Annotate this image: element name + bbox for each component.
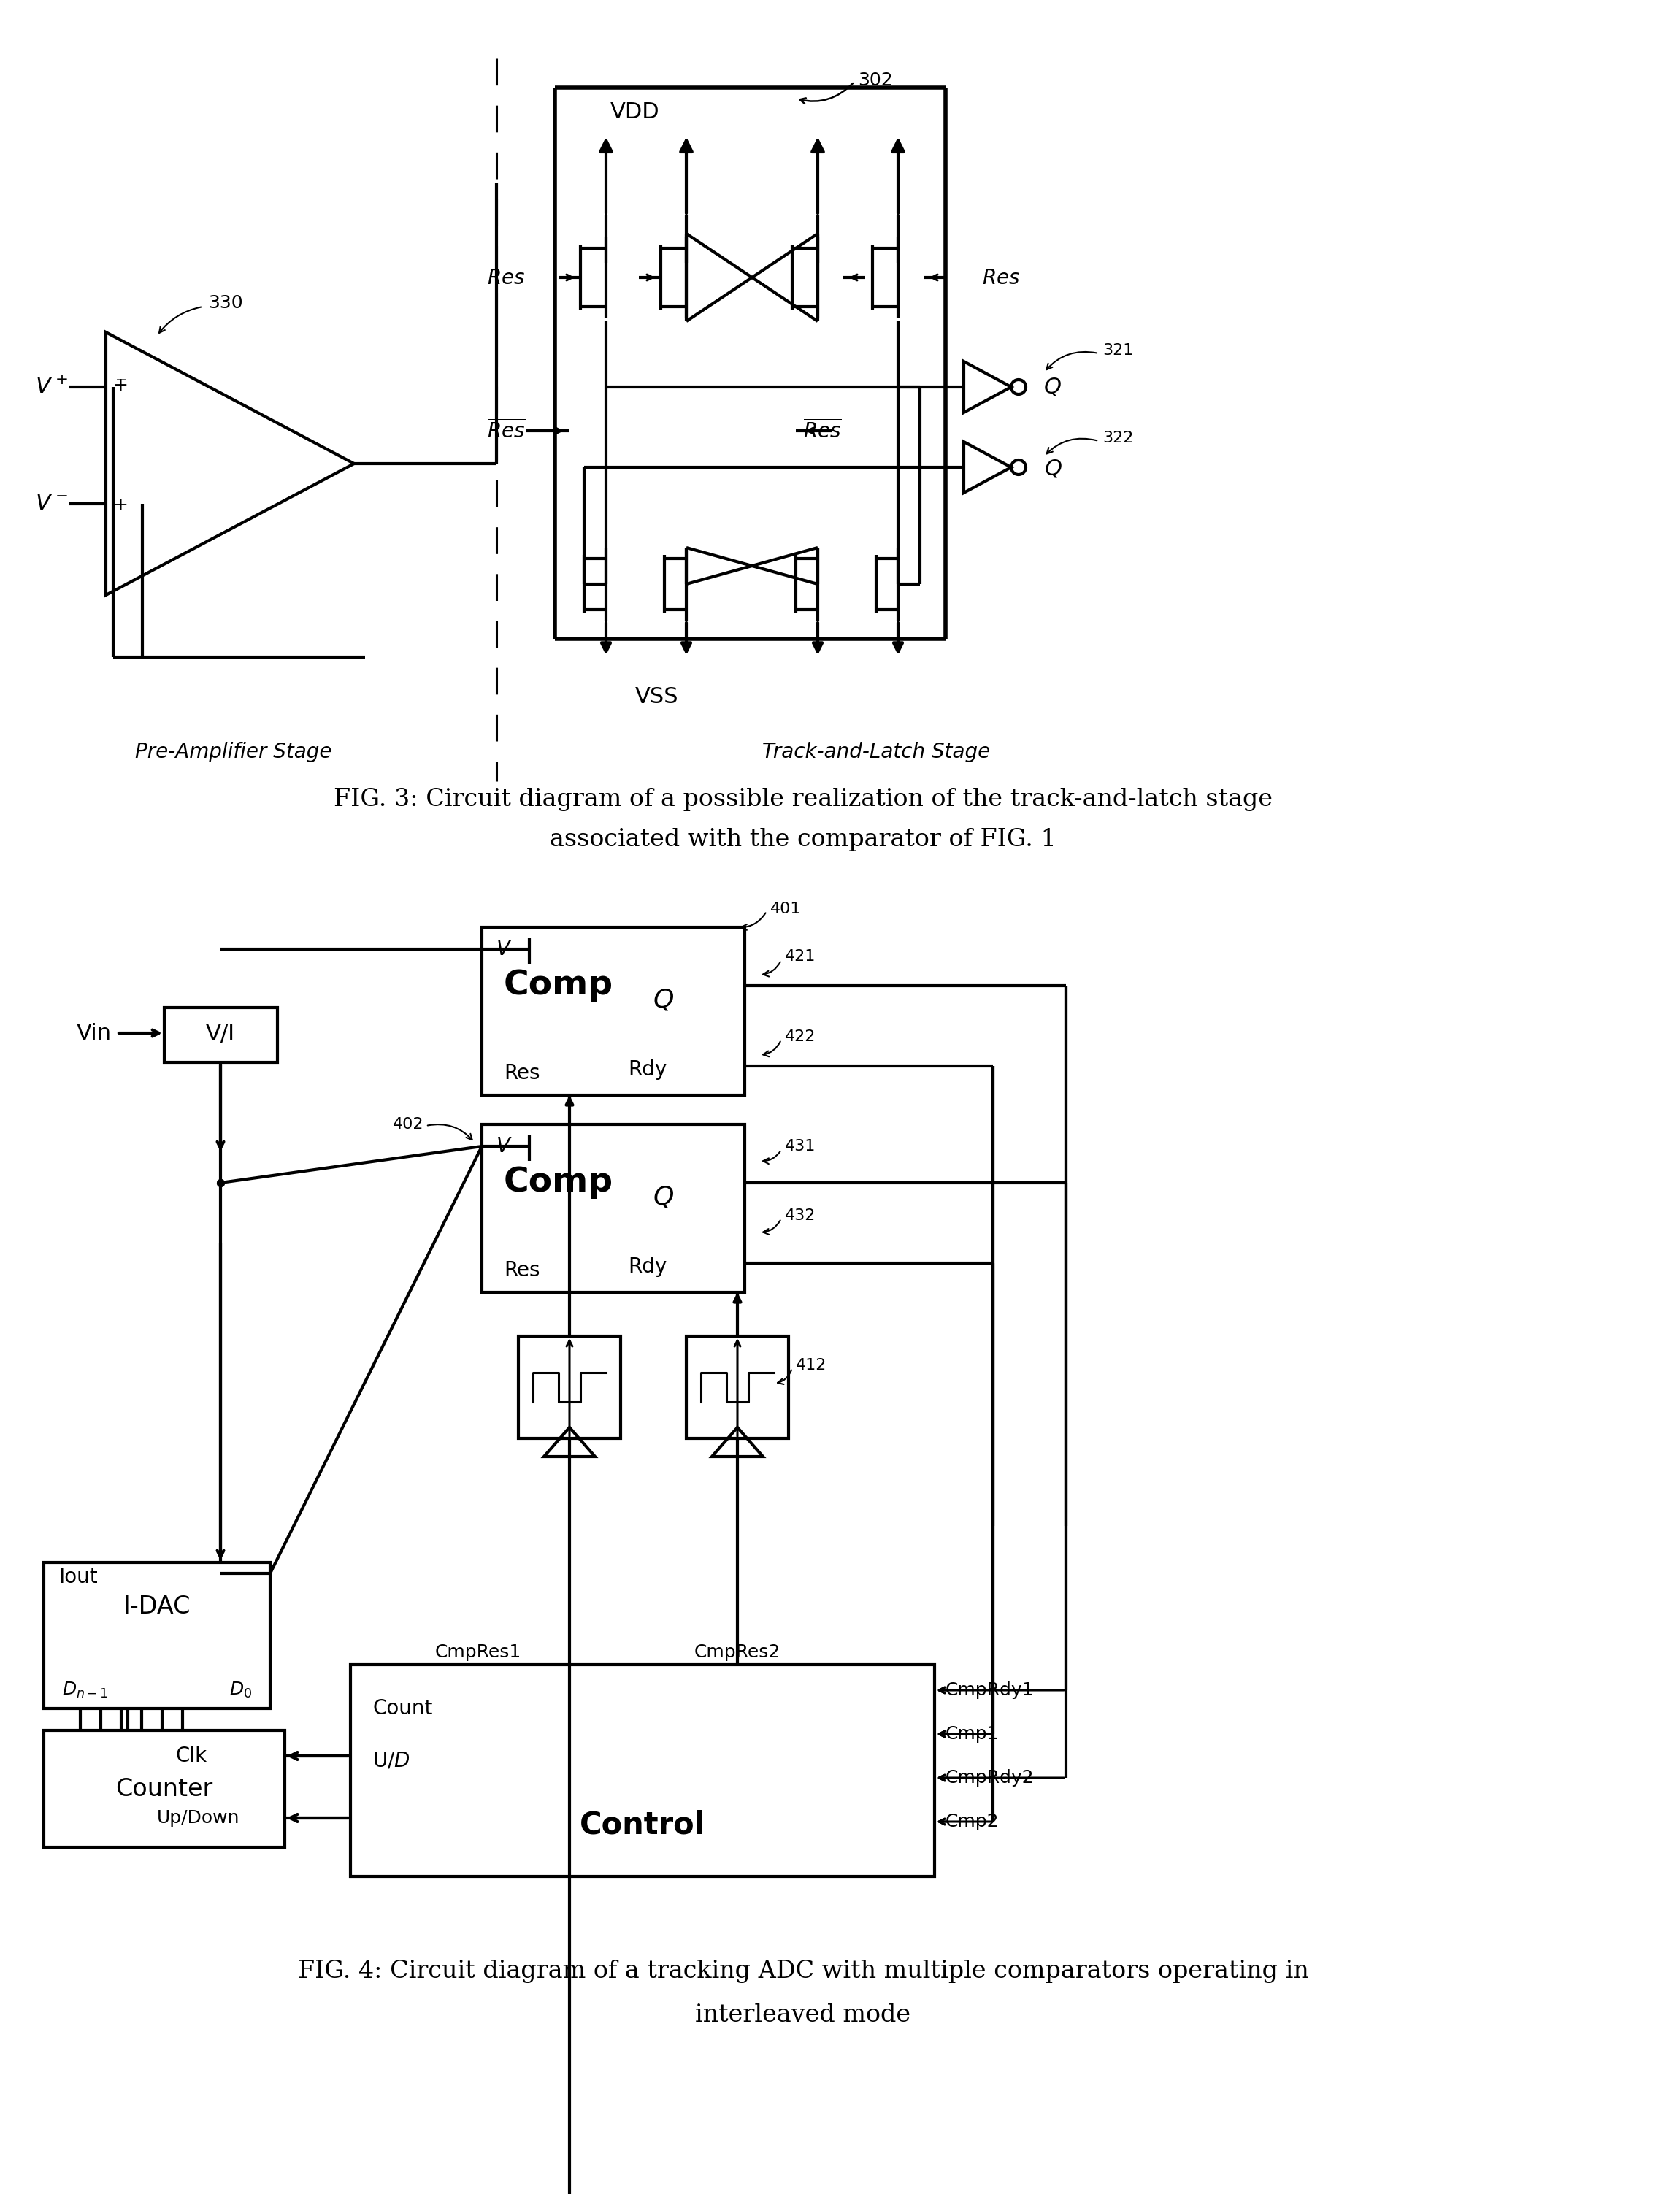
Text: interleaved mode: interleaved mode: [696, 2003, 911, 2027]
Text: 402: 402: [393, 1117, 423, 1132]
Text: +: +: [113, 496, 128, 513]
Text: Pre-Amplifier Stage: Pre-Amplifier Stage: [136, 742, 333, 761]
Text: CmpRes2: CmpRes2: [694, 1643, 781, 1661]
Text: Control: Control: [580, 1810, 706, 1841]
Text: Rdy: Rdy: [628, 1060, 667, 1079]
Text: +: +: [113, 377, 128, 395]
Text: Rdy: Rdy: [628, 1257, 667, 1277]
Text: U/$\overline{D}$: U/$\overline{D}$: [373, 1746, 412, 1773]
Text: 401: 401: [769, 902, 801, 917]
Text: $D_{n-1}$: $D_{n-1}$: [62, 1681, 108, 1700]
Text: $-$: $-$: [114, 371, 126, 386]
Text: Cmp2: Cmp2: [946, 1812, 1000, 1830]
Text: 302: 302: [858, 72, 892, 90]
Bar: [519, 1336, 620, 1439]
Text: $\overline{Q}$: $\overline{Q}$: [1043, 454, 1063, 480]
Text: V: V: [497, 939, 511, 959]
Text: 412: 412: [796, 1358, 827, 1373]
Bar: [165, 1007, 277, 1062]
Text: Vin: Vin: [77, 1022, 113, 1044]
FancyArrowPatch shape: [763, 961, 780, 976]
Text: VSS: VSS: [635, 687, 679, 706]
Text: Up/Down: Up/Down: [156, 1810, 240, 1828]
Text: CmpRes1: CmpRes1: [435, 1643, 521, 1661]
Bar: [482, 1123, 744, 1292]
FancyArrowPatch shape: [763, 1152, 780, 1163]
FancyArrowPatch shape: [1047, 439, 1097, 454]
Text: $\overline{Res}$: $\overline{Res}$: [487, 265, 526, 290]
Text: I-DAC: I-DAC: [123, 1595, 192, 1619]
Bar: [351, 1665, 934, 1876]
Text: Comp: Comp: [504, 1167, 613, 1200]
Text: $\overline{Res}$: $\overline{Res}$: [803, 419, 842, 443]
Text: $V^-$: $V^-$: [35, 494, 67, 513]
FancyArrowPatch shape: [778, 1369, 791, 1384]
Text: FIG. 3: Circuit diagram of a possible realization of the track-and-latch stage: FIG. 3: Circuit diagram of a possible re…: [334, 788, 1273, 812]
Text: Res: Res: [504, 1064, 539, 1084]
Text: Res: Res: [504, 1259, 539, 1281]
Text: CmpRdy2: CmpRdy2: [946, 1768, 1035, 1786]
Text: $D_0$: $D_0$: [228, 1681, 252, 1700]
FancyArrowPatch shape: [741, 913, 766, 930]
FancyArrowPatch shape: [800, 83, 853, 103]
Bar: [482, 928, 744, 1095]
Bar: [44, 1562, 270, 1709]
FancyArrowPatch shape: [428, 1126, 472, 1141]
Bar: [44, 1731, 284, 1847]
Text: Comp: Comp: [504, 970, 613, 1003]
Text: Q: Q: [1043, 377, 1062, 397]
Text: 421: 421: [785, 950, 816, 963]
Text: associated with the comparator of FIG. 1: associated with the comparator of FIG. 1: [549, 827, 1057, 851]
Text: $\overline{Res}$: $\overline{Res}$: [983, 265, 1020, 290]
Text: FIG. 4: Circuit diagram of a tracking ADC with multiple comparators operating in: FIG. 4: Circuit diagram of a tracking AD…: [297, 1959, 1309, 1983]
Text: Counter: Counter: [116, 1777, 213, 1801]
Text: $\overline{Res}$: $\overline{Res}$: [487, 419, 526, 443]
Text: 321: 321: [1102, 342, 1134, 358]
Text: $V^+$: $V^+$: [35, 377, 67, 397]
Text: 422: 422: [785, 1029, 816, 1044]
FancyArrowPatch shape: [1047, 351, 1097, 369]
Text: Cmp1: Cmp1: [946, 1724, 1000, 1742]
FancyArrowPatch shape: [763, 1042, 780, 1058]
FancyArrowPatch shape: [160, 307, 202, 333]
Text: 431: 431: [785, 1139, 816, 1154]
Text: VDD: VDD: [610, 101, 660, 123]
Text: Track-and-Latch Stage: Track-and-Latch Stage: [763, 742, 990, 761]
Text: CmpRdy1: CmpRdy1: [946, 1681, 1035, 1698]
Text: Clk: Clk: [175, 1746, 207, 1766]
Text: 322: 322: [1102, 430, 1134, 445]
Text: Iout: Iout: [59, 1567, 97, 1586]
Text: 330: 330: [208, 294, 244, 312]
Text: V: V: [497, 1136, 511, 1156]
Text: Count: Count: [373, 1698, 432, 1718]
Text: Q: Q: [654, 987, 674, 1014]
Bar: [687, 1336, 788, 1439]
FancyArrowPatch shape: [763, 1220, 780, 1235]
Text: 432: 432: [785, 1209, 816, 1222]
Text: V/I: V/I: [207, 1025, 235, 1044]
Text: Q: Q: [654, 1185, 674, 1209]
